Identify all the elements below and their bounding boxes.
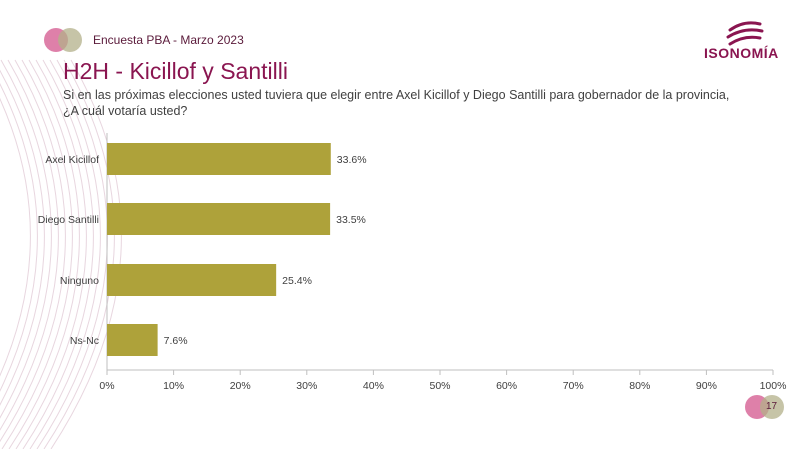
x-tick-label: 100% <box>760 380 787 392</box>
x-tick-label: 50% <box>429 380 450 392</box>
category-label: Ns-Nc <box>70 335 99 347</box>
x-tick-label: 60% <box>496 380 517 392</box>
survey-question: Si en las próximas elecciones usted tuvi… <box>63 88 730 118</box>
x-tick-label: 80% <box>629 380 650 392</box>
x-tick-label: 20% <box>230 380 251 392</box>
data-label: 33.5% <box>336 214 366 226</box>
logo-text: ISONOMÍA <box>704 45 779 61</box>
page-number: 17 <box>766 401 778 412</box>
x-tick-label: 70% <box>563 380 584 392</box>
bar <box>107 143 331 175</box>
data-label: 33.6% <box>337 154 367 166</box>
header-logo-circles <box>44 28 82 52</box>
survey-label: Encuesta PBA - Marzo 2023 <box>93 33 244 47</box>
bar <box>107 264 277 296</box>
category-label: Ninguno <box>60 275 99 287</box>
footer-circles <box>745 395 784 419</box>
category-label: Diego Santilli <box>38 214 99 226</box>
data-label: 7.6% <box>164 335 188 347</box>
x-tick-label: 10% <box>163 380 184 392</box>
category-label: Axel Kicillof <box>45 154 99 166</box>
footer-circle-olive <box>760 395 784 419</box>
x-tick-label: 40% <box>363 380 384 392</box>
header-circle-olive <box>58 28 82 52</box>
x-tick-label: 30% <box>296 380 317 392</box>
page-title: H2H - Kicillof y Santilli <box>63 58 288 84</box>
isonomia-logo-icon <box>726 21 764 46</box>
x-tick-label: 0% <box>99 380 114 392</box>
x-tick-label: 90% <box>696 380 717 392</box>
bar <box>107 324 158 356</box>
bar <box>107 203 331 235</box>
data-label: 25.4% <box>282 275 312 287</box>
